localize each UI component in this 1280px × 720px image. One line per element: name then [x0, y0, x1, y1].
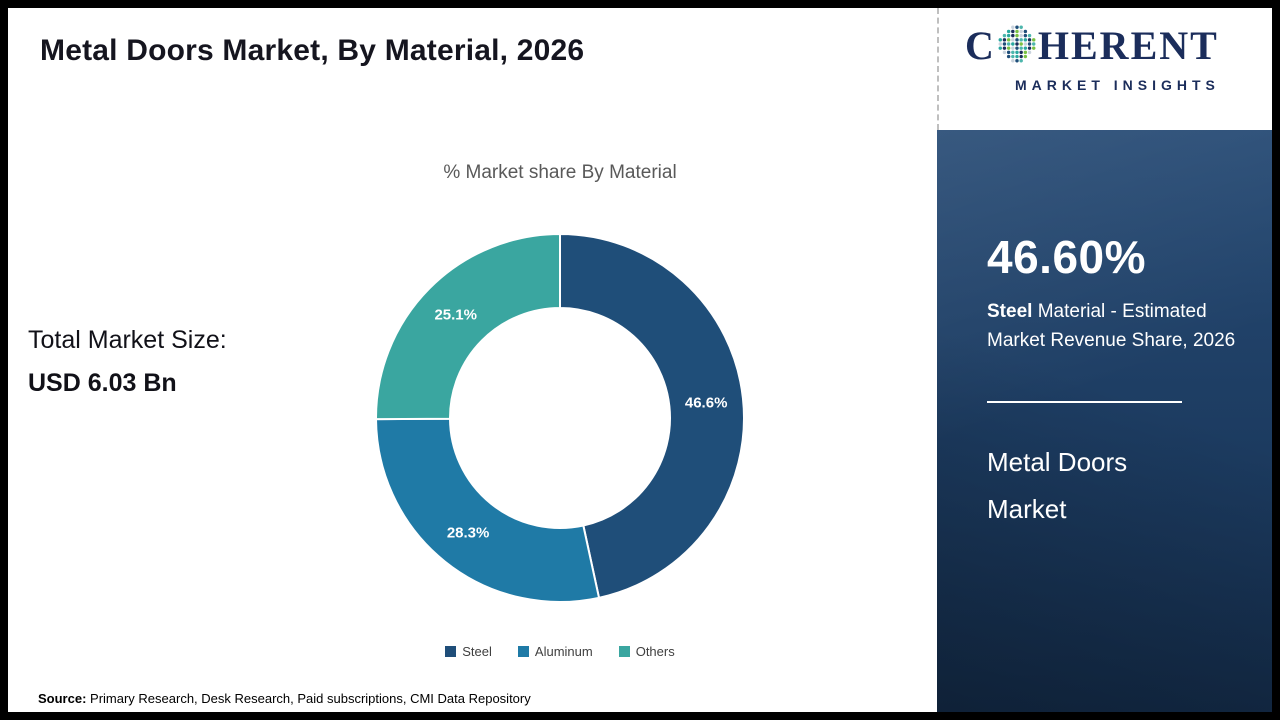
legend-swatch-others	[618, 646, 630, 657]
chart-legend: Steel Aluminum Others	[348, 644, 772, 659]
highlight-value: 46.60%	[987, 231, 1147, 283]
report-name: Metal Doors Market	[987, 439, 1236, 533]
report-name-line2: Market	[987, 493, 1067, 524]
logo-text-suffix: HERENT	[1037, 23, 1219, 68]
donut-segment-steel	[559, 232, 745, 600]
sidebar-highlight-panel: 46.60% Steel Material - Estimated Market…	[937, 130, 1272, 712]
legend-swatch-aluminum	[517, 646, 529, 657]
total-market-size-value: USD 6.03 Bn	[28, 369, 177, 397]
legend-swatch-steel	[445, 646, 457, 657]
brand-logo: C HERENT MARKET INSIGHTS	[937, 8, 1272, 130]
highlight-desc-bold: Steel	[987, 301, 1033, 322]
highlight-desc: Steel Material - Estimated Market Revenu…	[987, 298, 1236, 355]
source-note: Source: Primary Research, Desk Research,…	[38, 691, 531, 706]
donut-segment-aluminum	[374, 417, 601, 603]
legend-label-others: Others	[635, 644, 675, 659]
legend-item-aluminum: Aluminum	[517, 644, 593, 659]
logo-text-prefix: C	[965, 23, 996, 68]
slice-label-steel: 46.6%	[685, 394, 728, 411]
report-name-line1: Metal Doors	[987, 447, 1128, 477]
total-market-size-label: Total Market Size:	[28, 326, 227, 354]
chart-area: % Market share By Material 46.6% 28.3% 25.…	[348, 160, 772, 659]
legend-item-others: Others	[618, 644, 675, 659]
chart-title: % Market share By Material	[443, 162, 677, 183]
highlight-desc-rest: Material - Estimated Market Revenue Shar…	[987, 301, 1236, 351]
donut-segment-others	[375, 232, 561, 421]
legend-item-steel: Steel	[445, 644, 492, 659]
slice-label-aluminum: 28.3%	[447, 525, 490, 542]
sidebar-divider	[987, 401, 1182, 403]
donut-chart: 46.6% 28.3% 25.1%	[374, 232, 745, 603]
brand-logo-wordmark: C HERENT	[965, 24, 1272, 73]
logo-subtitle: MARKET INSIGHTS	[1015, 77, 1220, 93]
legend-label-steel: Steel	[462, 644, 492, 659]
legend-label-aluminum: Aluminum	[534, 644, 593, 659]
source-text: Primary Research, Desk Research, Paid su…	[90, 691, 531, 706]
sidebar: C HERENT MARKET INSIGHTS 46.60% Steel Mat…	[937, 8, 1272, 712]
main-panel: Metal Doors Market, By Material, 2026 To…	[8, 8, 937, 712]
page-title: Metal Doors Market, By Material, 2026	[40, 34, 585, 67]
total-market-size: Total Market Size: USD 6.03 Bn	[28, 326, 227, 398]
source-label: Source:	[38, 691, 87, 706]
slice-label-others: 25.1%	[434, 306, 477, 323]
logo-globe-icon	[997, 24, 1037, 73]
